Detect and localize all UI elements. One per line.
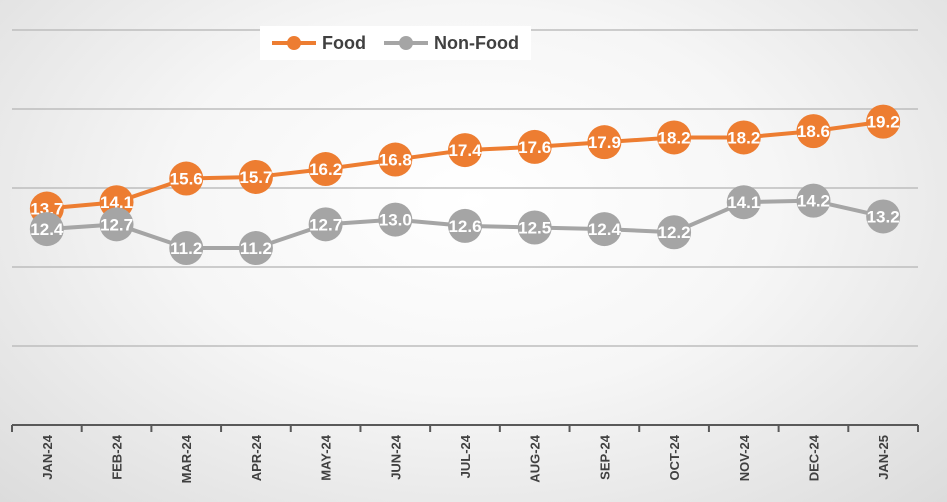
x-tick-label: NOV-24 bbox=[737, 434, 752, 481]
x-tick-label: AUG-24 bbox=[528, 434, 543, 482]
data-point-food bbox=[308, 152, 343, 187]
data-label-food: 17.4 bbox=[448, 141, 482, 160]
x-tick-label: JUN-24 bbox=[388, 434, 403, 480]
data-point-food bbox=[657, 120, 692, 155]
legend-label-food: Food bbox=[322, 32, 366, 53]
data-label-food: 15.7 bbox=[239, 168, 272, 187]
gridlines bbox=[12, 29, 918, 347]
data-point-non-food bbox=[169, 231, 204, 266]
data-label-food: 14.1 bbox=[100, 193, 133, 212]
data-label-food: 17.9 bbox=[588, 133, 621, 152]
data-point-non-food bbox=[378, 202, 413, 237]
chart-legend: Food Non-Food bbox=[260, 26, 531, 60]
x-tick-label: JUL-24 bbox=[458, 434, 473, 478]
x-tick-label: MAY-24 bbox=[319, 434, 334, 481]
data-label-non-food: 12.6 bbox=[448, 217, 481, 236]
x-tick-label: OCT-24 bbox=[667, 434, 682, 480]
data-label-non-food: 12.5 bbox=[518, 219, 551, 238]
data-label-non-food: 11.2 bbox=[240, 239, 272, 258]
data-point-non-food bbox=[726, 185, 761, 220]
x-tick-label: MAR-24 bbox=[179, 434, 194, 483]
x-tick-label: SEP-24 bbox=[597, 434, 612, 480]
data-point-food bbox=[517, 129, 552, 164]
data-point-food bbox=[448, 133, 482, 168]
data-point-food bbox=[866, 104, 901, 139]
data-point-food bbox=[238, 159, 273, 194]
data-label-food: 16.8 bbox=[379, 151, 412, 170]
legend-item-food: Food bbox=[272, 33, 366, 54]
data-label-food: 17.6 bbox=[518, 138, 551, 157]
data-point-non-food bbox=[238, 231, 273, 266]
data-point-food bbox=[169, 161, 204, 196]
data-label-food: 13.7 bbox=[30, 200, 63, 219]
data-label-non-food: 12.4 bbox=[30, 220, 64, 239]
x-tick-label: JAN-25 bbox=[876, 435, 891, 480]
data-label-non-food: 13.0 bbox=[379, 211, 412, 230]
data-label-non-food: 12.7 bbox=[100, 215, 133, 234]
data-point-food bbox=[378, 142, 413, 177]
data-point-non-food bbox=[99, 207, 134, 242]
legend-label-non-food: Non-Food bbox=[433, 32, 519, 53]
data-point-non-food bbox=[866, 199, 901, 234]
data-label-non-food: 13.2 bbox=[867, 207, 900, 226]
data-point-food bbox=[796, 114, 831, 149]
data-point-food bbox=[587, 125, 622, 160]
data-label-food: 18.2 bbox=[658, 128, 691, 147]
data-point-food bbox=[726, 120, 761, 155]
data-point-non-food bbox=[657, 215, 692, 250]
data-label-food: 18.2 bbox=[727, 128, 760, 147]
data-point-non-food bbox=[308, 207, 343, 242]
data-point-non-food bbox=[796, 183, 831, 218]
data-label-non-food: 12.7 bbox=[309, 215, 342, 234]
x-tick-label: JAN-24 bbox=[40, 434, 55, 480]
x-axis: JAN-24 FEB-24 MAR-24 APR-24 MAY-24 JUN-24 JUL-… bbox=[11, 424, 919, 483]
legend-item-non-food: Non-Food bbox=[383, 32, 519, 54]
x-tick-label: DEC-24 bbox=[806, 434, 821, 481]
data-label-food: 18.6 bbox=[797, 122, 830, 141]
data-label-food: 16.2 bbox=[309, 160, 342, 179]
data-label-non-food: 11.2 bbox=[170, 239, 202, 258]
x-tick-label: FEB-24 bbox=[110, 434, 125, 480]
data-point-non-food bbox=[517, 210, 552, 245]
data-point-non-food bbox=[448, 208, 482, 243]
data-label-food: 19.2 bbox=[867, 113, 900, 132]
legend-marker-food bbox=[272, 35, 316, 51]
data-point-non-food bbox=[587, 212, 622, 247]
legend-marker-non-food bbox=[383, 35, 428, 51]
x-tick-label: APR-24 bbox=[249, 434, 264, 481]
data-label-food: 15.6 bbox=[170, 170, 203, 189]
data-label-non-food: 14.1 bbox=[727, 193, 760, 212]
data-label-non-food: 12.4 bbox=[588, 220, 622, 239]
data-points: 13.7 14.1 15.6 15.7 16.2 16.8 17.4 17.6 17.9 18.2… bbox=[29, 104, 901, 266]
data-point-non-food bbox=[29, 212, 64, 247]
data-label-non-food: 14.2 bbox=[797, 192, 830, 211]
data-label-non-food: 12.2 bbox=[658, 223, 691, 242]
